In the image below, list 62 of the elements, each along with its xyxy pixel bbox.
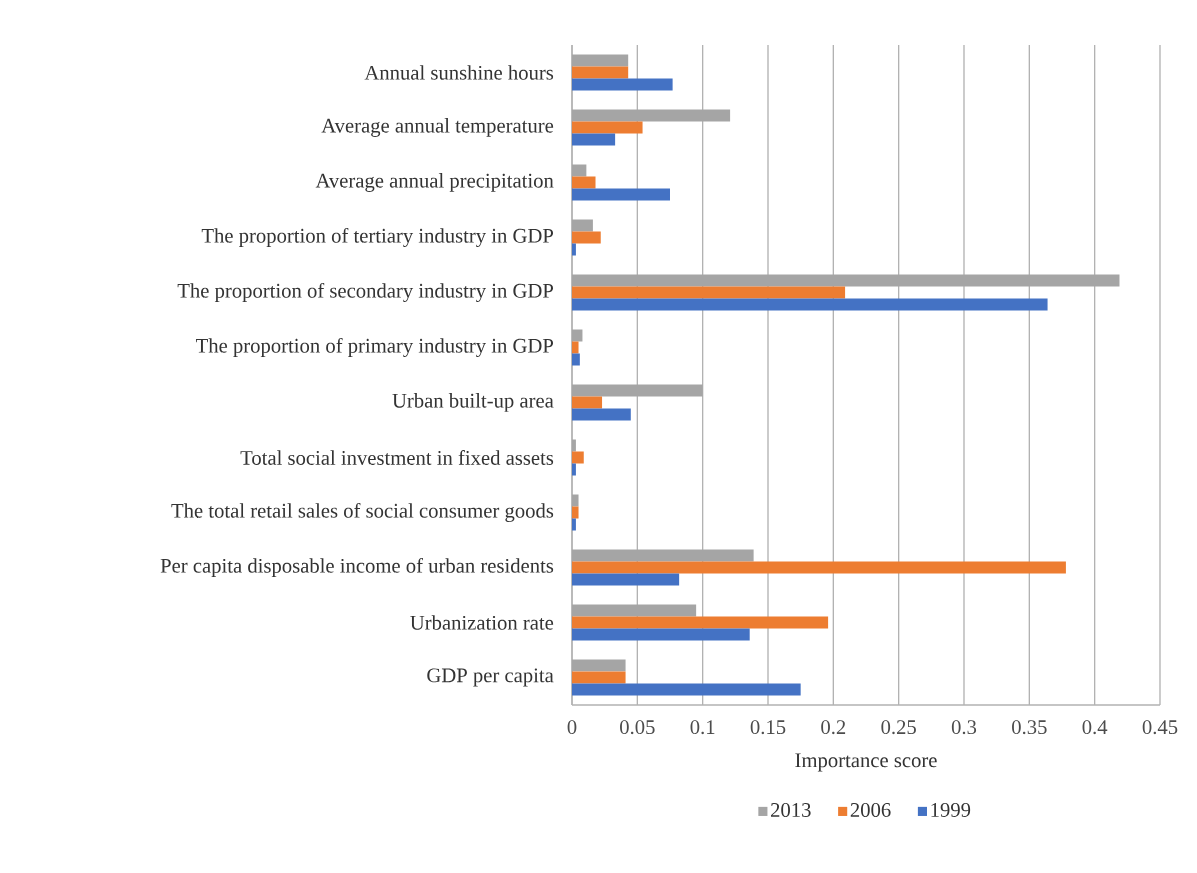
- x-axis-title: Importance score: [795, 753, 937, 772]
- legend-label: 2006: [850, 803, 891, 817]
- bar: [572, 396, 603, 409]
- bar: [572, 286, 846, 299]
- bar: [572, 384, 703, 397]
- y-tick-label: The total retail sales of social consumer goods: [171, 502, 554, 522]
- y-tick-label: GDP per capita: [427, 668, 554, 687]
- x-tick-label: 0.1: [690, 720, 715, 735]
- bar: [572, 109, 731, 122]
- bar: [572, 408, 631, 421]
- x-tick-label: 0: [567, 720, 577, 735]
- bar: [572, 549, 754, 562]
- y-tick-label: Urbanization rate: [410, 615, 554, 630]
- x-tick-label: 0.4: [1082, 720, 1108, 735]
- bar: [572, 66, 629, 79]
- y-tick-label: Per capita disposable income of urban residents: [160, 558, 554, 577]
- bar: [572, 659, 626, 672]
- bar: [572, 463, 576, 476]
- bar: [572, 121, 643, 134]
- bar: [572, 671, 626, 684]
- bar: [572, 219, 593, 232]
- y-tick-label: Average annual precipitation: [315, 173, 554, 192]
- x-tick-label: 0.15: [750, 720, 786, 735]
- y-tick-label: Total social investment in fixed assets: [240, 450, 554, 465]
- legend-label: 1999: [931, 803, 971, 817]
- bar: [572, 298, 1048, 311]
- bar: [572, 616, 829, 629]
- bar: [572, 176, 596, 189]
- bar: [572, 573, 680, 586]
- bar: [572, 133, 616, 146]
- bar: [572, 353, 580, 366]
- y-tick-label: Average annual temperature: [321, 118, 554, 137]
- y-tick-label: Urban built-up area: [392, 393, 554, 412]
- bar: [572, 518, 576, 531]
- bar: [572, 494, 579, 507]
- bar: [572, 188, 670, 201]
- x-tick-label: 0.05: [620, 720, 655, 735]
- y-tick-label: The proportion of primary industry in GDP: [196, 337, 554, 357]
- x-tick-label: 0.45: [1142, 720, 1178, 735]
- bar: [572, 628, 750, 641]
- bar: [572, 54, 629, 67]
- bar: [572, 506, 579, 519]
- bar: [572, 341, 579, 354]
- x-tick-label: 0.35: [1012, 720, 1047, 735]
- bar: [572, 274, 1120, 287]
- bar: [572, 561, 1066, 574]
- bar: [572, 451, 584, 464]
- bar: [572, 243, 576, 256]
- y-tick-label: Annual sunshine hours: [364, 65, 554, 80]
- bar: [572, 164, 587, 177]
- legend-label: 2013: [771, 803, 811, 817]
- bar: [572, 604, 697, 617]
- bar: [572, 78, 673, 91]
- x-tick-label: 0.25: [881, 720, 916, 735]
- bar: [572, 439, 576, 452]
- bar: [572, 231, 601, 244]
- y-tick-label: The proportion of secondary industry in GDP: [177, 282, 554, 302]
- x-tick-label: 0.3: [951, 720, 977, 735]
- bar: [572, 329, 583, 342]
- bar: [572, 683, 801, 696]
- y-tick-label: The proportion of tertiary industry in GDP: [201, 227, 554, 247]
- x-tick-label: 0.2: [821, 720, 846, 735]
